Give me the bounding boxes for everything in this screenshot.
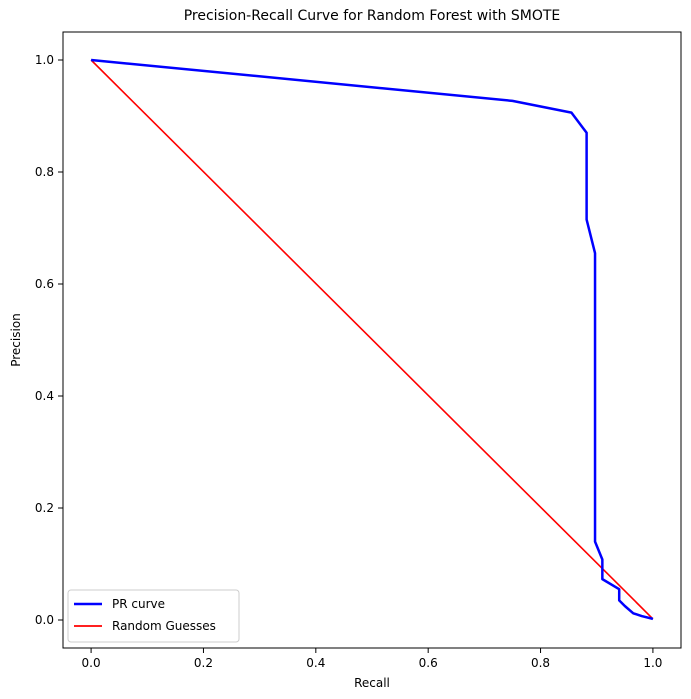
x-tick-label: 0.6 <box>419 656 438 670</box>
pr-curve-line <box>90 58 654 621</box>
series-layer <box>90 58 654 621</box>
y-tick-label: 0.0 <box>35 613 54 627</box>
y-axis: 0.0 0.2 0.4 0.6 0.8 1.0 <box>35 53 63 627</box>
y-tick-label: 0.2 <box>35 501 54 515</box>
legend: PR curve Random Guesses <box>67 589 240 643</box>
y-tick-label: 1.0 <box>35 53 54 67</box>
legend-label-pr-curve: PR curve <box>112 597 165 611</box>
random-guesses-line <box>90 59 654 620</box>
x-axis-label: Recall <box>354 676 390 690</box>
x-tick-label: 0.2 <box>194 656 213 670</box>
y-axis-label: Precision <box>9 313 23 367</box>
x-tick-label: 0.0 <box>82 656 101 670</box>
y-tick-label: 0.8 <box>35 165 54 179</box>
y-tick-label: 0.4 <box>35 389 54 403</box>
x-axis: 0.0 0.2 0.4 0.6 0.8 1.0 <box>82 648 662 670</box>
y-tick-label: 0.6 <box>35 277 54 291</box>
x-tick-label: 0.8 <box>531 656 550 670</box>
x-tick-label: 1.0 <box>643 656 662 670</box>
x-tick-label: 0.4 <box>306 656 325 670</box>
legend-box <box>67 589 240 643</box>
legend-label-random-guesses: Random Guesses <box>112 619 216 633</box>
chart-title: Precision-Recall Curve for Random Forest… <box>184 8 561 24</box>
